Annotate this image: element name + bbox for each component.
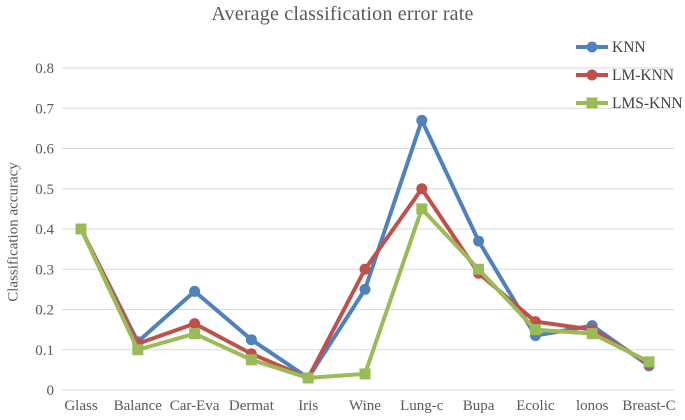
y-tick-label: 0.1	[35, 343, 54, 359]
series-marker-LMS-KNN	[189, 328, 201, 340]
x-tick-label: lonos	[576, 398, 609, 414]
y-tick-label: 0	[47, 383, 55, 399]
x-tick-label: Wine	[349, 398, 381, 414]
series-marker-LMS-KNN	[473, 263, 485, 275]
series-marker-LM-KNN	[416, 183, 428, 195]
series-marker-KNN	[416, 114, 428, 126]
legend-label-KNN: KNN	[612, 39, 646, 56]
chart-title: Average classification error rate	[211, 3, 474, 25]
legend-marker-LMS-KNN	[586, 97, 598, 109]
series-marker-LMS-KNN	[75, 223, 87, 235]
legend-marker-LM-KNN	[586, 69, 598, 81]
y-tick-label: 0.6	[35, 142, 54, 158]
x-tick-label: Dermat	[229, 398, 275, 414]
series-marker-LMS-KNN	[132, 344, 144, 356]
series-marker-LMS-KNN	[416, 203, 428, 215]
x-tick-label: Iris	[298, 398, 318, 414]
legend-label-LM-KNN: LM-KNN	[612, 67, 674, 84]
legend-marker-KNN	[586, 41, 598, 53]
x-tick-label: Car-Eva	[170, 398, 220, 414]
x-tick-label: Bupa	[463, 398, 495, 414]
series-marker-LM-KNN	[189, 318, 201, 330]
x-tick-label: Breast-C	[622, 398, 675, 414]
series-marker-KNN	[359, 283, 371, 295]
series-marker-LM-KNN	[359, 263, 371, 275]
y-tick-label: 0.7	[35, 101, 54, 117]
series-marker-KNN	[245, 334, 257, 346]
series-marker-LMS-KNN	[643, 356, 655, 368]
y-tick-label: 0.4	[35, 222, 54, 238]
series-marker-KNN	[189, 285, 201, 297]
y-tick-label: 0.3	[35, 262, 54, 278]
series-marker-KNN	[473, 235, 485, 247]
y-tick-label: 0.5	[35, 182, 54, 198]
series-marker-LMS-KNN	[586, 328, 598, 340]
series-marker-LMS-KNN	[529, 324, 541, 336]
series-line-KNN	[79, 118, 651, 380]
y-tick-label: 0.2	[35, 303, 54, 319]
legend-label-LMS-KNN: LMS-KNN	[612, 95, 683, 112]
x-tick-label: Ecolic	[516, 398, 555, 414]
series-marker-LMS-KNN	[359, 368, 371, 380]
x-tick-label: Balance	[114, 398, 163, 414]
x-tick-label: Glass	[64, 398, 97, 414]
series-marker-LMS-KNN	[245, 354, 257, 366]
series-marker-LMS-KNN	[302, 372, 314, 384]
y-tick-label: 0.8	[35, 61, 54, 77]
x-tick-label: Lung-c	[400, 398, 444, 414]
